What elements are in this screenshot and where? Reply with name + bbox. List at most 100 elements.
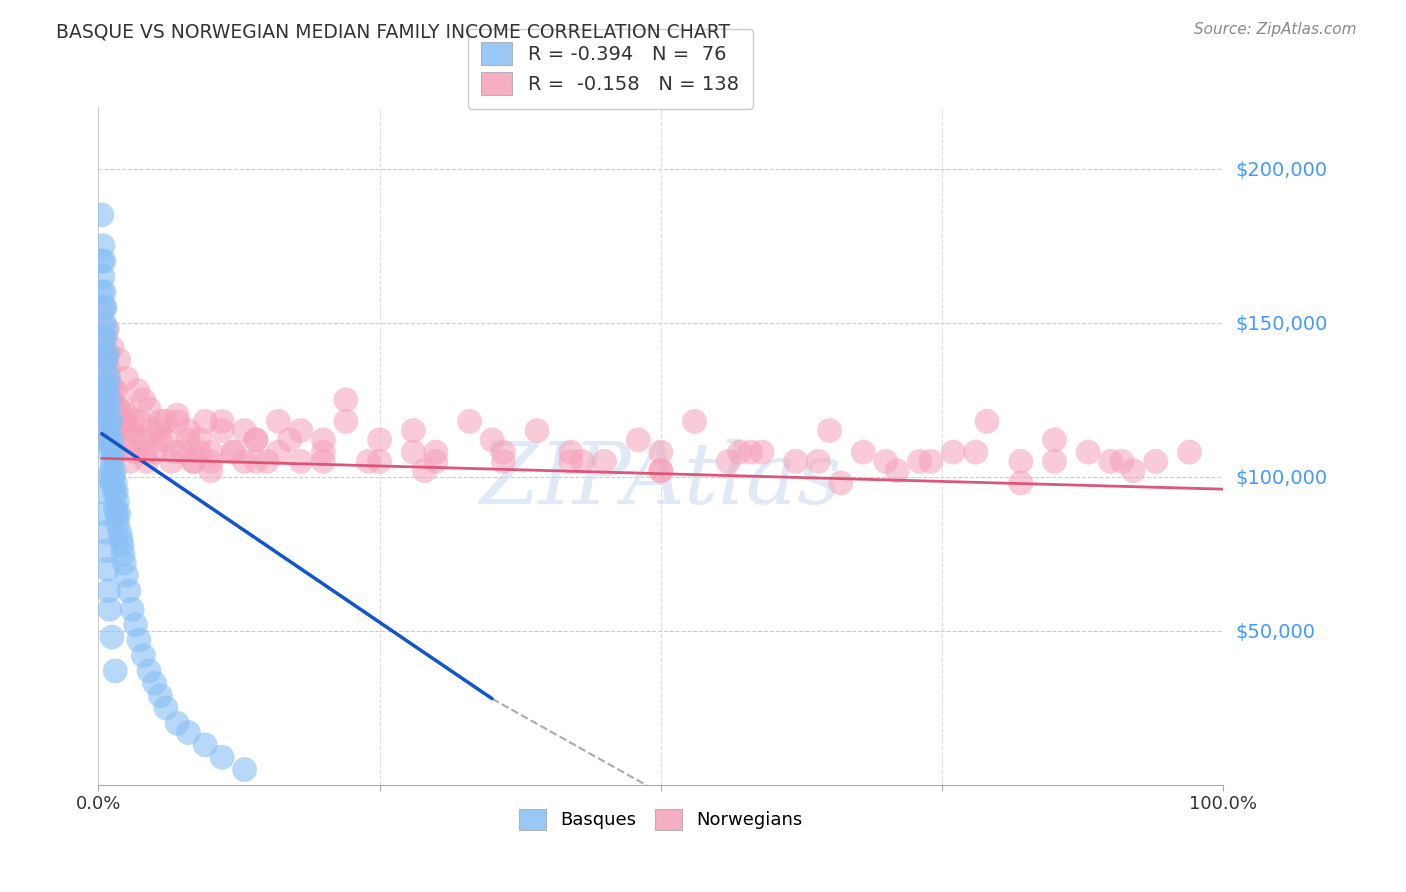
Point: [492, 445, 515, 459]
Point: [107, 494, 129, 508]
Point: [90, 254, 112, 268]
Point: [91, 238, 114, 252]
Point: [93, 377, 115, 392]
Text: Source: ZipAtlas.com: Source: ZipAtlas.com: [1194, 22, 1357, 37]
Point: [172, 445, 194, 459]
Legend: Basques, Norwegians: Basques, Norwegians: [512, 802, 810, 837]
Point: [105, 485, 128, 500]
Point: [94, 414, 117, 428]
Point: [103, 464, 125, 478]
Point: [177, 725, 200, 739]
Point: [128, 414, 150, 428]
Point: [492, 454, 515, 468]
Point: [101, 439, 124, 453]
Point: [97, 402, 120, 417]
Point: [121, 424, 143, 438]
Point: [101, 454, 124, 468]
Point: [143, 445, 166, 459]
Point: [717, 454, 740, 468]
Point: [560, 454, 582, 468]
Point: [98, 377, 121, 392]
Point: [93, 331, 115, 345]
Point: [110, 414, 132, 428]
Point: [312, 433, 335, 447]
Point: [105, 507, 128, 521]
Point: [740, 445, 762, 459]
Point: [96, 562, 118, 576]
Point: [1122, 464, 1144, 478]
Point: [97, 384, 120, 398]
Point: [121, 414, 143, 428]
Point: [458, 414, 481, 428]
Point: [94, 352, 117, 367]
Point: [650, 445, 672, 459]
Point: [115, 371, 138, 385]
Point: [357, 454, 380, 468]
Point: [107, 402, 129, 417]
Point: [112, 556, 135, 570]
Point: [211, 424, 233, 438]
Point: [104, 500, 127, 515]
Point: [98, 414, 121, 428]
Point: [93, 301, 115, 315]
Point: [222, 445, 245, 459]
Point: [1043, 433, 1066, 447]
Point: [98, 392, 121, 407]
Point: [124, 433, 146, 447]
Point: [107, 352, 129, 367]
Point: [97, 583, 120, 598]
Point: [111, 538, 134, 552]
Point: [96, 322, 118, 336]
Point: [177, 424, 200, 438]
Point: [115, 408, 138, 422]
Point: [335, 392, 357, 407]
Point: [160, 454, 183, 468]
Point: [1099, 454, 1122, 468]
Point: [267, 445, 290, 459]
Point: [233, 424, 256, 438]
Point: [852, 445, 875, 459]
Point: [108, 525, 131, 540]
Point: [245, 454, 267, 468]
Point: [96, 424, 118, 438]
Point: [96, 352, 118, 367]
Point: [107, 507, 129, 521]
Point: [124, 617, 146, 632]
Point: [90, 285, 112, 299]
Point: [149, 433, 172, 447]
Point: [93, 285, 115, 299]
Point: [98, 433, 121, 447]
Point: [104, 384, 127, 398]
Point: [91, 331, 114, 345]
Point: [96, 408, 118, 422]
Point: [118, 454, 141, 468]
Point: [101, 470, 124, 484]
Point: [107, 424, 129, 438]
Point: [155, 433, 177, 447]
Point: [155, 701, 177, 715]
Point: [818, 424, 841, 438]
Point: [650, 464, 672, 478]
Point: [96, 543, 118, 558]
Point: [135, 445, 157, 459]
Point: [101, 384, 124, 398]
Point: [368, 454, 391, 468]
Point: [100, 414, 122, 428]
Point: [93, 507, 115, 521]
Point: [94, 392, 117, 407]
Point: [91, 408, 114, 422]
Point: [138, 402, 160, 417]
Point: [107, 402, 129, 417]
Point: [127, 384, 149, 398]
Point: [181, 454, 204, 468]
Point: [93, 346, 115, 360]
Point: [101, 445, 124, 459]
Point: [194, 414, 217, 428]
Point: [1077, 445, 1099, 459]
Point: [112, 433, 135, 447]
Point: [90, 208, 112, 222]
Point: [91, 301, 114, 315]
Point: [728, 445, 751, 459]
Point: [155, 414, 177, 428]
Point: [103, 424, 125, 438]
